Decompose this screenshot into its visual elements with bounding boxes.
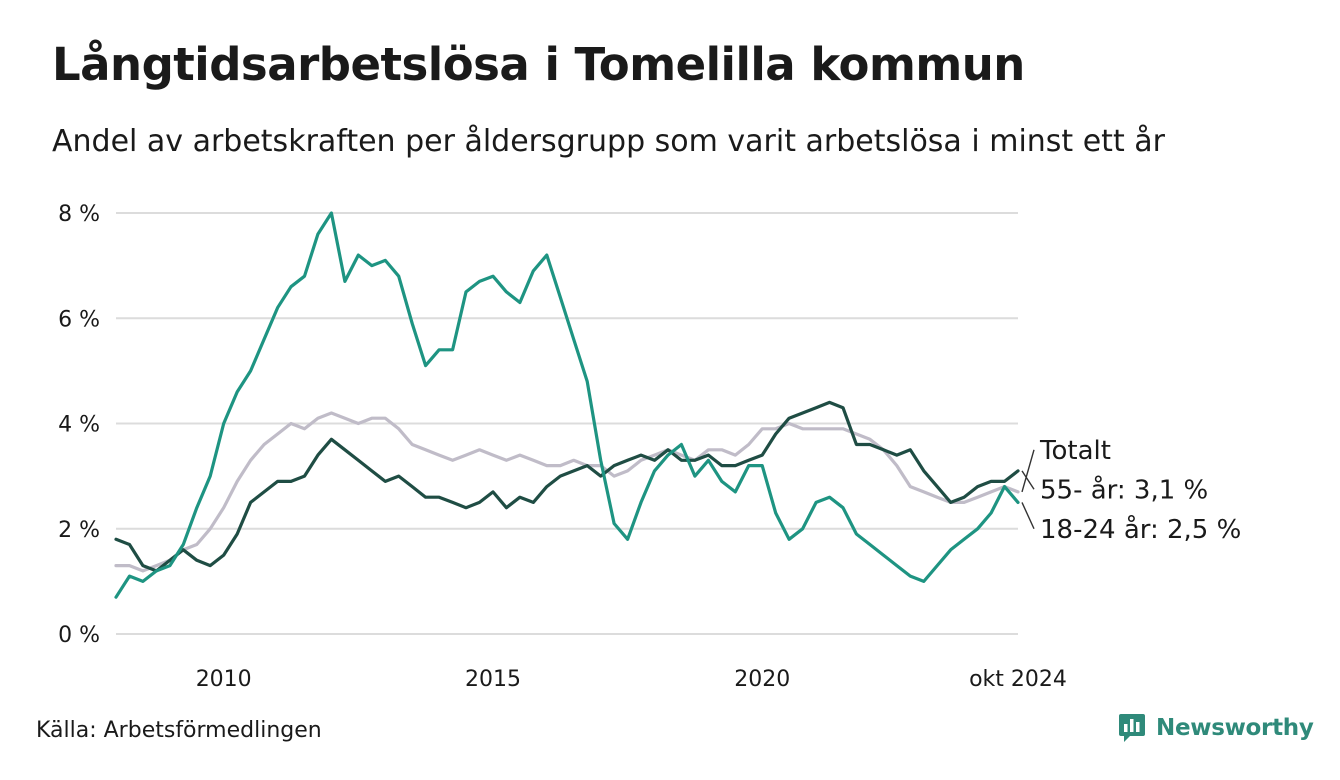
y-tick-label: 6 % bbox=[58, 307, 100, 332]
series-line-1 bbox=[114, 400, 1020, 573]
x-tick-label: 2020 bbox=[734, 667, 790, 692]
series-lines bbox=[114, 211, 1020, 599]
x-tick-label: 2010 bbox=[196, 667, 252, 692]
end-labels: Totalt 55- år: 3,1 % 18-24 år: 2,5 % bbox=[1021, 436, 1241, 545]
chart-subtitle: Andel av arbetskraften per åldersgrupp s… bbox=[52, 124, 1165, 159]
brand-name: Newsworthy bbox=[1156, 715, 1314, 741]
grid-lines bbox=[116, 212, 1018, 635]
end-label: Totalt bbox=[1039, 436, 1111, 466]
end-label: 18-24 år: 2,5 % bbox=[1040, 514, 1241, 545]
y-tick-label: 8 % bbox=[58, 202, 100, 227]
x-axis: 2010 2015 2020 okt 2024 bbox=[196, 667, 1067, 692]
end-label: 55- år: 3,1 % bbox=[1040, 474, 1208, 505]
chart-title: Långtidsarbetslösa i Tomelilla kommun bbox=[52, 38, 1025, 91]
y-tick-label: 2 % bbox=[58, 518, 100, 543]
y-tick-label: 0 % bbox=[58, 623, 100, 648]
end-label-connector bbox=[1021, 470, 1035, 490]
source-note: Källa: Arbetsförmedlingen bbox=[36, 718, 322, 743]
brand: Newsworthy bbox=[1118, 712, 1314, 744]
newsworthy-logo-icon bbox=[1119, 714, 1145, 742]
series-line-2 bbox=[114, 211, 1020, 599]
y-tick-label: 4 % bbox=[58, 413, 100, 438]
x-tick-label: okt 2024 bbox=[969, 667, 1067, 692]
y-axis: 0 % 2 % 4 % 6 % 8 % bbox=[58, 202, 100, 648]
end-label-connector bbox=[1021, 502, 1035, 530]
x-tick-label: 2015 bbox=[465, 667, 521, 692]
end-label-connector bbox=[1021, 449, 1035, 493]
series-line-0 bbox=[114, 411, 1020, 573]
